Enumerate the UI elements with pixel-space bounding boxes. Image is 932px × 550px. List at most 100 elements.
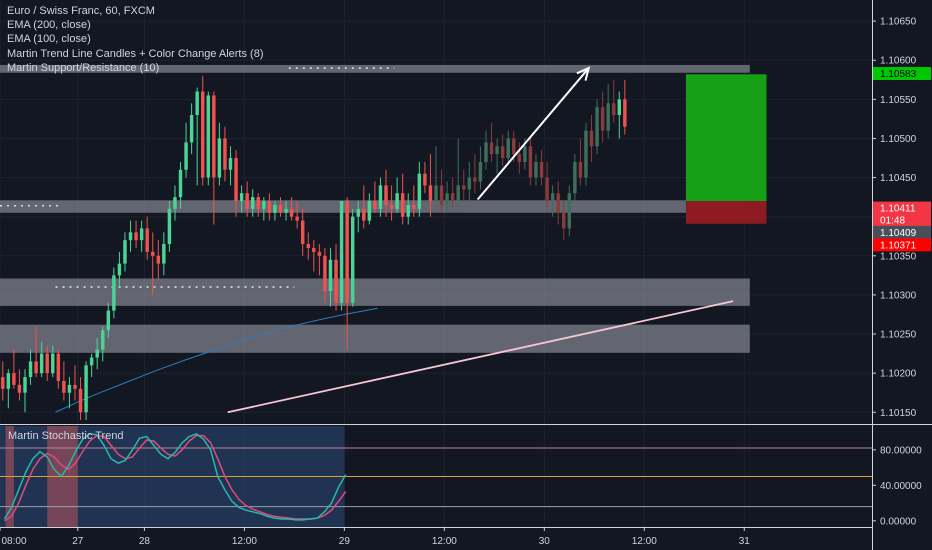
- candle: [267, 193, 272, 221]
- candle-body: [151, 251, 155, 256]
- candle: [450, 177, 455, 209]
- candle: [500, 134, 505, 166]
- candle-body: [139, 228, 144, 241]
- candle: [228, 146, 233, 186]
- arrow-shaft: [476, 67, 590, 201]
- candle: [6, 369, 11, 409]
- trend-line[interactable]: [227, 300, 734, 414]
- candle-body: [312, 247, 316, 252]
- candle: [62, 361, 66, 401]
- candle-body: [534, 161, 538, 178]
- price-tick-label: 1.10650: [880, 17, 917, 28]
- candle: [28, 349, 33, 385]
- candle-body: [128, 232, 133, 241]
- time-tick-label: 27: [72, 536, 84, 547]
- arrow-drawing[interactable]: [476, 66, 591, 201]
- stochastic-lines: [3, 433, 347, 522]
- price-tick-label: 1.10500: [880, 134, 917, 145]
- candle-body: [28, 361, 33, 378]
- candle: [234, 150, 238, 217]
- indicator-ema-200[interactable]: EMA (200, close): [7, 19, 91, 32]
- candle: [217, 122, 222, 186]
- price-tag-bg: [873, 67, 931, 81]
- candle-body: [339, 201, 344, 303]
- candle-body: [295, 216, 299, 221]
- candles: [1, 75, 627, 421]
- time-tick-label: 29: [339, 536, 351, 547]
- candle-body: [256, 197, 260, 209]
- candle: [373, 181, 377, 213]
- candle: [17, 369, 22, 401]
- candle: [300, 208, 305, 256]
- candle: [162, 232, 166, 276]
- candle: [534, 154, 538, 186]
- candle-body: [178, 169, 183, 198]
- candle-body: [245, 193, 249, 209]
- candle: [250, 189, 255, 217]
- candle-body: [406, 204, 410, 217]
- candle-body: [523, 146, 527, 162]
- candle-body: [95, 349, 99, 358]
- stochastic-k-line: [3, 433, 347, 521]
- candle-body: [51, 353, 55, 374]
- candle: [528, 138, 533, 186]
- price-tag: 1.10411: [873, 201, 931, 215]
- symbol-title[interactable]: Euro / Swiss Franc, 60, FXCM: [7, 5, 155, 17]
- indicator-support-resistance[interactable]: Martin Support/Resistance (10): [7, 61, 160, 74]
- stochastic-title[interactable]: Martin Stochastic Trend: [8, 430, 124, 442]
- trend-line-path: [227, 300, 734, 414]
- indicator-trend-candles[interactable]: Martin Trend Line Candles + Color Change…: [7, 47, 264, 60]
- candle: [584, 122, 588, 186]
- candle-body: [417, 173, 422, 209]
- candle-body: [317, 251, 322, 256]
- candle-body: [489, 142, 494, 155]
- time-tick-label: 31: [739, 536, 751, 547]
- candle: [312, 240, 316, 272]
- candle-body: [378, 185, 383, 209]
- candle: [356, 201, 360, 233]
- candle: [462, 169, 466, 202]
- candle-body: [373, 201, 377, 209]
- candle-body: [189, 114, 194, 143]
- candle: [484, 130, 488, 170]
- candle: [478, 146, 483, 190]
- candle-body: [495, 146, 499, 155]
- candle: [201, 75, 205, 186]
- arrow-head: [576, 66, 591, 81]
- indicator-ema-100[interactable]: EMA (100, close): [7, 33, 91, 46]
- candle: [606, 83, 610, 139]
- candle-body: [23, 377, 27, 393]
- candle: [417, 161, 422, 217]
- candle: [39, 341, 44, 378]
- candle-body: [395, 193, 399, 209]
- price-tag-label: 1.10583: [880, 69, 917, 80]
- candle-body: [578, 161, 583, 178]
- price-tag-bg: [873, 213, 931, 227]
- candle: [589, 114, 594, 162]
- candle: [539, 150, 544, 186]
- candle: [101, 326, 105, 362]
- candle-body: [1, 377, 5, 389]
- stochastic-d-line: [4, 434, 347, 522]
- long-position-tool[interactable]: [685, 74, 767, 224]
- candle: [423, 161, 427, 194]
- candle-body: [623, 99, 627, 127]
- candle-body: [6, 373, 11, 389]
- candle: [623, 79, 627, 135]
- candle-body: [45, 353, 49, 374]
- candle: [556, 181, 560, 225]
- candle: [384, 169, 388, 217]
- price-tick-label: 1.10150: [880, 408, 917, 419]
- candle-body: [550, 193, 555, 202]
- candle-body: [589, 130, 594, 147]
- candle-body: [39, 353, 44, 374]
- candle-body: [334, 259, 338, 303]
- candle: [245, 181, 249, 217]
- support-resistance-zones: [0, 64, 750, 353]
- candle: [473, 154, 477, 194]
- price-tick-label: 1.10450: [880, 173, 917, 184]
- candle: [600, 91, 605, 143]
